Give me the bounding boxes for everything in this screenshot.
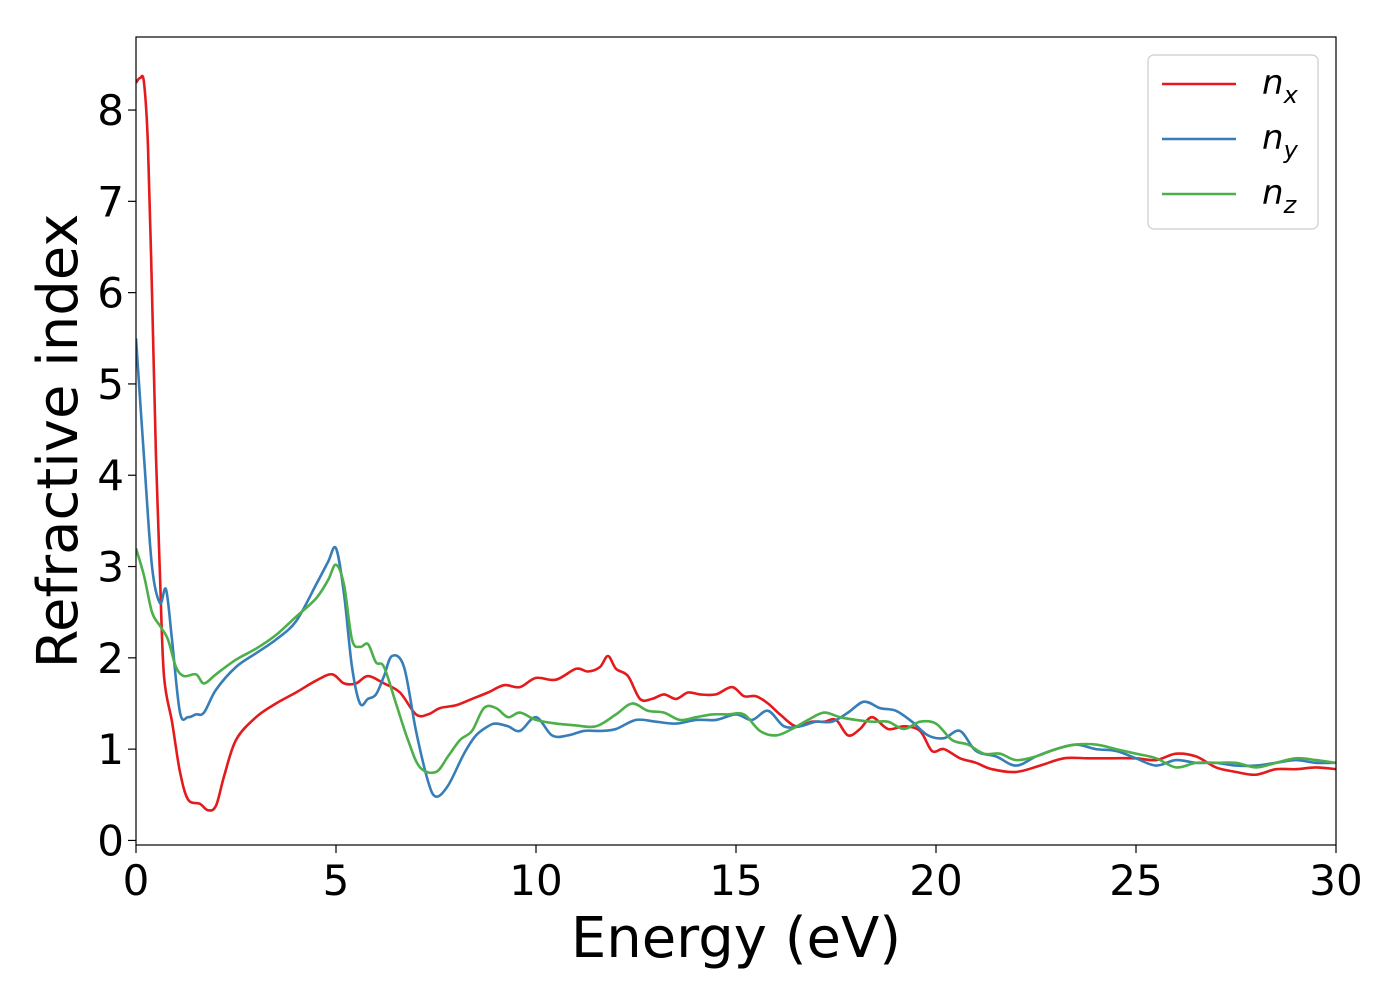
x-tick-label: 15 — [709, 856, 762, 905]
series-line-z — [136, 547, 1336, 775]
y-axis-title: Refractive index — [26, 214, 91, 669]
y-tick-label: 5 — [97, 360, 124, 409]
x-tick-label: 20 — [909, 856, 962, 905]
x-axis: 0 5 10 15 20 25 30 — [123, 845, 1363, 905]
legend-label-x: nx — [1262, 63, 1299, 109]
y-tick-label: 7 — [97, 177, 124, 226]
legend-label-y: ny — [1262, 118, 1299, 164]
legend-label-z: nz — [1262, 173, 1298, 219]
series-lines — [136, 74, 1336, 812]
y-tick-label: 3 — [97, 543, 124, 592]
x-tick-label: 30 — [1309, 856, 1362, 905]
y-tick-label: 4 — [97, 451, 124, 500]
legend-box — [1147, 54, 1319, 230]
y-tick-label: 1 — [97, 725, 124, 774]
legend: nx ny nz — [1147, 54, 1319, 230]
x-axis-title: Energy (eV) — [571, 906, 901, 971]
y-tick-label: 2 — [97, 634, 124, 683]
series-line-x — [136, 74, 1336, 812]
y-tick-label: 6 — [97, 269, 124, 318]
y-tick-label: 0 — [97, 816, 124, 865]
x-tick-label: 10 — [509, 856, 562, 905]
series-line-y — [136, 338, 1336, 798]
y-tick-label: 8 — [97, 86, 124, 135]
x-tick-label: 5 — [323, 856, 350, 905]
x-tick-label: 25 — [1109, 856, 1162, 905]
x-tick-label: 0 — [123, 856, 150, 905]
y-axis: 0 1 2 3 4 5 6 7 8 — [97, 86, 136, 865]
